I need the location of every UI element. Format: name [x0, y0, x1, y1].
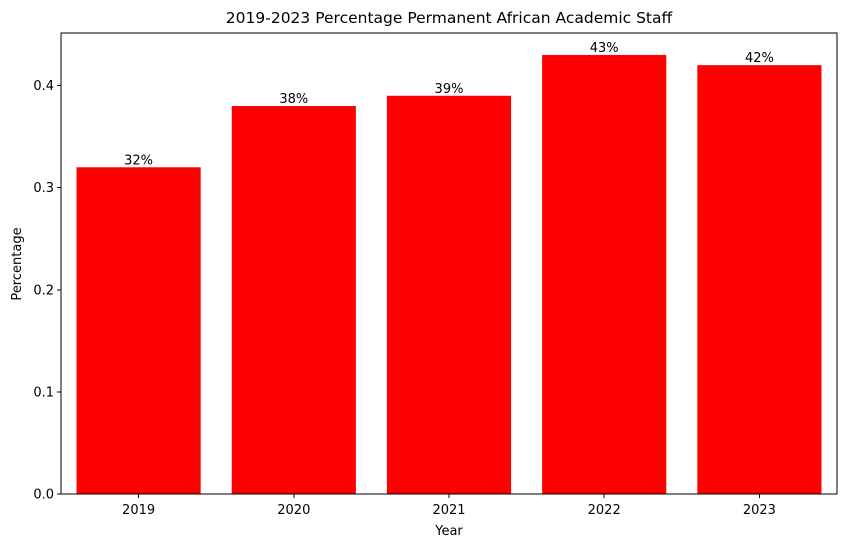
- x-tick-label-2020: 2020: [277, 503, 310, 518]
- y-axis-label: Percentage: [10, 227, 25, 300]
- bar-2022: [542, 54, 667, 494]
- x-tick-label-2023: 2023: [743, 503, 776, 518]
- x-tick-label-2019: 2019: [122, 503, 155, 518]
- x-axis-label: Year: [434, 524, 463, 539]
- y-tick-label-0.3: 0.3: [33, 181, 54, 196]
- y-tick-label-0.4: 0.4: [33, 79, 54, 94]
- data-label-2023: 42%: [745, 51, 774, 66]
- data-label-2022: 43%: [590, 41, 619, 56]
- axes-frame: [60, 32, 838, 495]
- data-label-2021: 39%: [435, 82, 464, 97]
- data-label-2020: 38%: [279, 92, 308, 107]
- plot-area: 32% 2019 38% 2020 39% 2021 43% 2022 42% 2023 0.0 0.…: [33, 32, 838, 518]
- bar-2019: [76, 167, 201, 494]
- x-tick-label-2021: 2021: [432, 503, 465, 518]
- bar-2020: [231, 106, 356, 494]
- bar-2021: [386, 95, 512, 494]
- y-tick-label-0.1: 0.1: [33, 385, 54, 400]
- bar-2023: [697, 65, 822, 494]
- y-tick-label-0.2: 0.2: [33, 283, 54, 298]
- data-label-2019: 32%: [124, 153, 153, 168]
- x-tick-label-2022: 2022: [588, 503, 621, 518]
- chart-title: 2019-2023 Percentage Permanent African A…: [226, 9, 673, 27]
- y-tick-label-0.0: 0.0: [33, 488, 54, 503]
